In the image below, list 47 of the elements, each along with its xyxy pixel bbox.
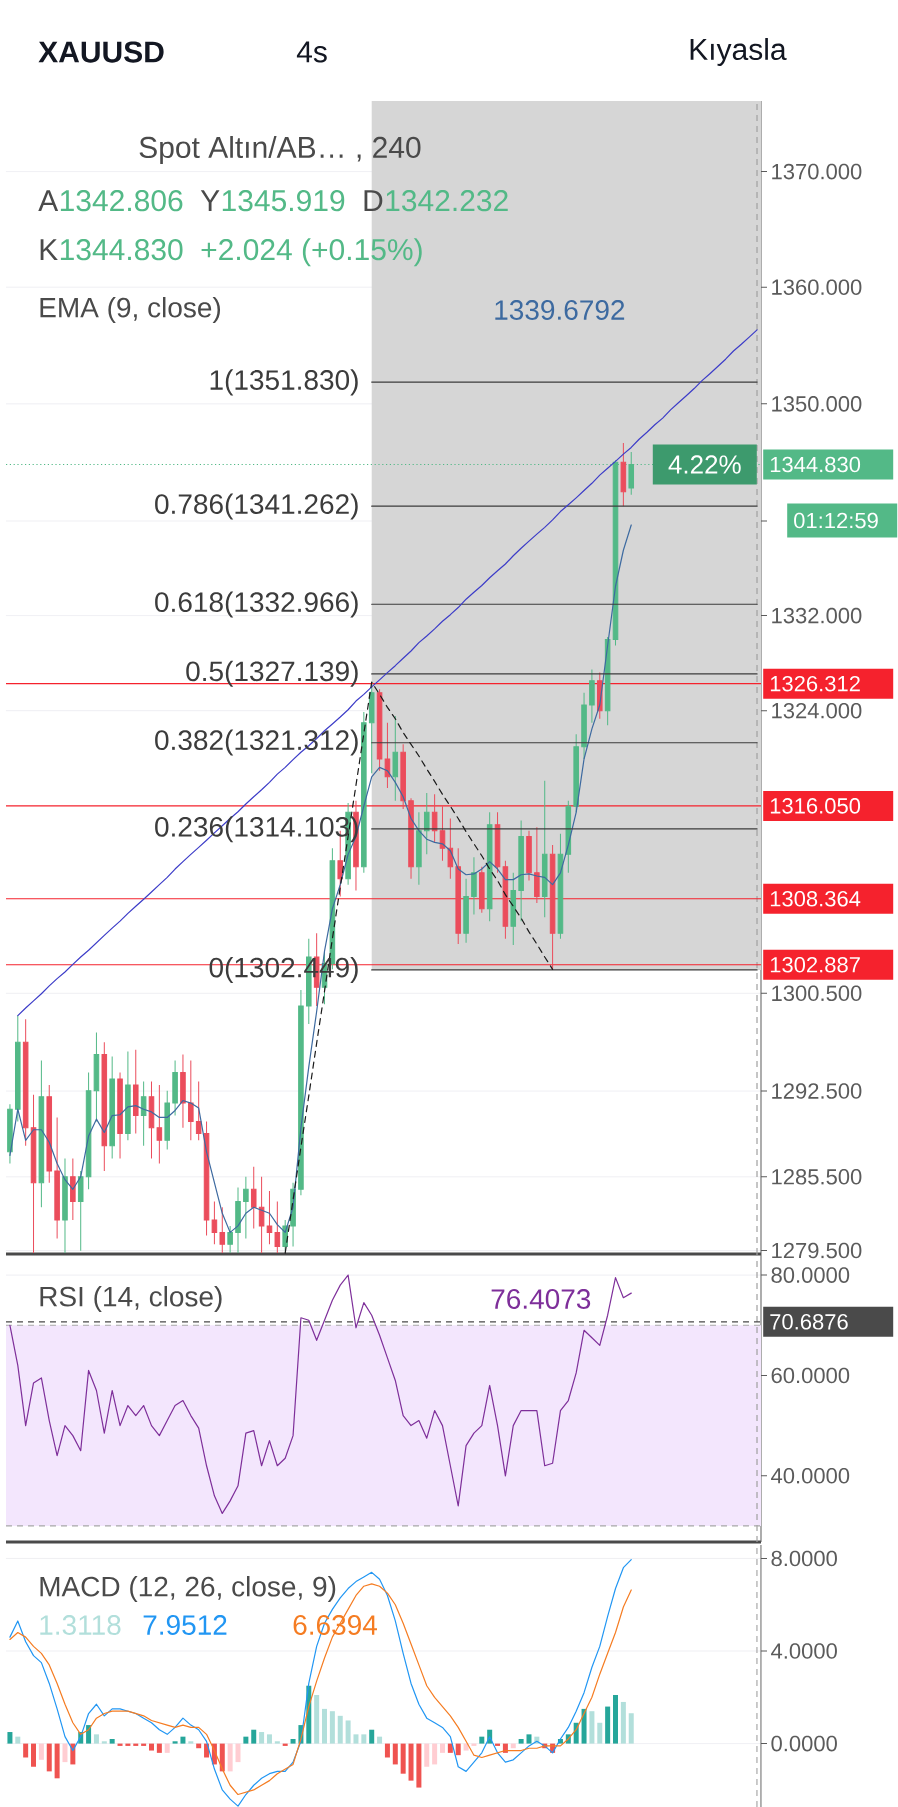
text: 01:12:59	[794, 512, 878, 529]
annotation: EMA (9, close)	[40, 296, 221, 324]
annotation: 1345.919	[222, 190, 345, 212]
series-label: 0.786(1341.262)	[155, 493, 358, 520]
text: Spot Altın/AB… , 240	[139, 136, 421, 164]
annotation: 76.4073	[491, 1289, 591, 1309]
y-tick-label: 1292.500	[772, 1083, 862, 1099]
annotation: 1342.806	[60, 190, 183, 212]
ref-line-label: 70.6876	[770, 1314, 848, 1330]
annotation: +2.024 (+0.15%)	[201, 238, 422, 267]
text: 4s	[296, 41, 327, 63]
series-label: 1(1351.830)	[210, 369, 358, 396]
y-tick-label: 40.0000	[771, 1467, 850, 1484]
ref-line-label: 1308.364	[770, 890, 861, 907]
y-tick-label: 80.0000	[771, 1267, 850, 1283]
y-tick-label: 1279.500	[772, 1242, 862, 1259]
y-tick-label: 8.0000	[771, 1550, 837, 1567]
y-tick-label: 60.0000	[771, 1367, 850, 1384]
text: XAUUSD	[38, 41, 164, 63]
y-tick-label: 4.0000	[771, 1643, 837, 1659]
annotation: 1344.830	[60, 239, 183, 261]
ref-line-label: 1344.830	[770, 456, 861, 473]
text: Kıyasla	[690, 38, 787, 66]
annotation: 7.9512	[143, 1615, 227, 1635]
text: MACD (12, 26, close, 9)	[40, 1575, 336, 1603]
y-tick-label: 1360.000	[772, 279, 862, 295]
annotation: 1342.232	[386, 190, 508, 212]
y-tick-label: 1300.500	[772, 985, 862, 1002]
annotation: Y	[200, 190, 220, 212]
annotation: 4.22%	[668, 455, 741, 474]
annotation: 1339.6792	[495, 300, 625, 320]
ref-line-label: 1302.887	[770, 956, 860, 973]
annotation: K	[40, 239, 58, 261]
ref-line-label: 1316.050	[770, 798, 861, 814]
y-tick-label: 1332.000	[772, 607, 862, 624]
y-tick-label: 0.0000	[771, 1735, 837, 1752]
y-tick-label: 1350.000	[772, 396, 862, 412]
text: RSI (14, close)	[40, 1285, 222, 1313]
annotation: 1.3118	[40, 1615, 121, 1635]
y-tick-label: 1370.000	[772, 163, 862, 180]
ref-line-label: 1326.312	[770, 675, 860, 692]
annotation: A	[38, 190, 59, 212]
y-tick-label: 1324.000	[772, 702, 862, 719]
series-label: 0.618(1332.966)	[155, 591, 358, 618]
series-label: 0.5(1327.139)	[186, 660, 358, 687]
y-tick-label: 1285.500	[772, 1169, 862, 1185]
annotation: D	[364, 190, 383, 212]
